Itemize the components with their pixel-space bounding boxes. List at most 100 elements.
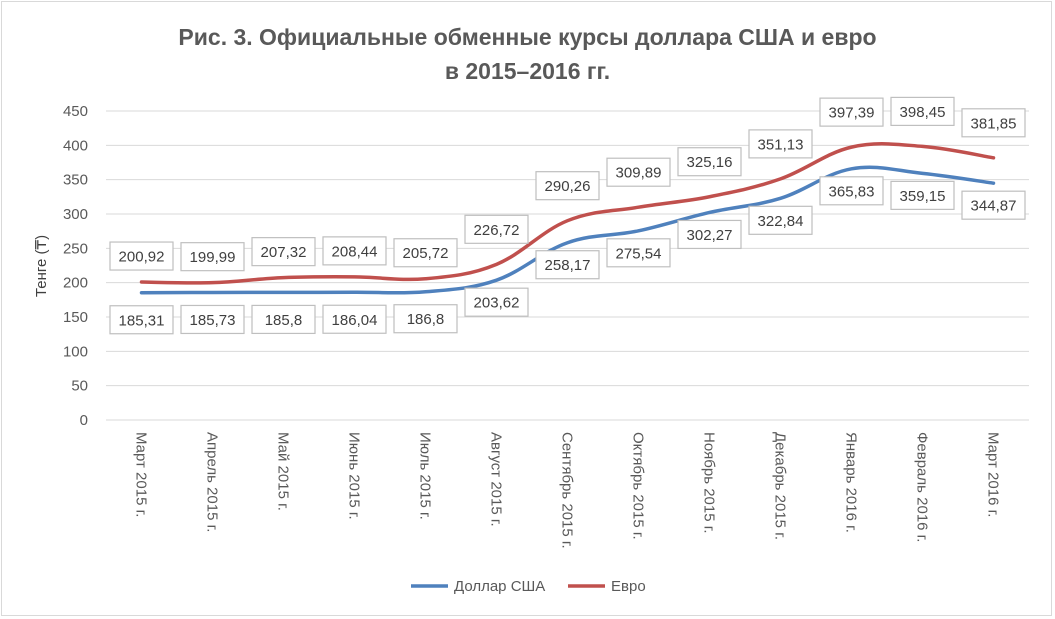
data-label-eur: 208,44 <box>322 236 387 266</box>
y-tick-label: 200 <box>63 275 88 292</box>
legend-item-usd: Доллар США <box>411 578 545 595</box>
data-label-text: 398,45 <box>900 104 946 121</box>
data-label-box <box>180 304 245 335</box>
data-label-box <box>961 190 1026 220</box>
legend-label: Доллар США <box>454 578 545 595</box>
data-label-box <box>393 304 458 334</box>
legend-item-eur: Евро <box>568 578 646 595</box>
x-tick-label: Январь 2016 г. <box>843 432 860 533</box>
data-label-usd: 365,83 <box>819 176 884 206</box>
x-tick-label: Май 2015 г. <box>275 432 292 511</box>
x-tick-label: Ноябрь 2015 г. <box>701 432 718 534</box>
series-line-eur <box>139 142 996 285</box>
data-label-text: 226,72 <box>474 222 520 239</box>
data-label-usd: 258,17 <box>535 250 600 280</box>
data-label-box <box>322 304 387 334</box>
data-label-text: 397,39 <box>829 105 875 122</box>
data-label-text: 325,16 <box>687 154 733 171</box>
data-label-box <box>180 242 245 272</box>
data-label-box <box>393 238 458 268</box>
data-label-text: 200,92 <box>119 249 165 266</box>
chart-title: Рис. 3. Официальные обменные курсы долла… <box>0 20 1055 88</box>
data-label-eur: 309,89 <box>606 157 671 187</box>
data-label-usd: 359,15 <box>890 180 955 210</box>
y-tick-label: 250 <box>63 240 88 257</box>
data-label-text: 302,27 <box>687 227 733 244</box>
data-label-box <box>606 157 671 187</box>
data-label-text: 186,8 <box>407 311 445 328</box>
x-tick-label: Декабрь 2015 г. <box>772 432 789 540</box>
y-tick-label: 350 <box>63 172 88 189</box>
legend-label: Евро <box>611 578 646 595</box>
data-label-box <box>322 236 387 266</box>
y-tick-label: 400 <box>63 137 88 154</box>
data-label-box <box>890 180 955 210</box>
data-label-box <box>748 129 813 159</box>
data-label-text: 381,85 <box>971 115 1017 132</box>
data-label-usd: 185,31 <box>109 305 174 335</box>
data-label-text: 365,83 <box>829 183 875 200</box>
data-label-eur: 205,72 <box>393 238 458 268</box>
y-axis-ticks: 0 50 100 150 200 250 300 350 400 450 <box>63 103 88 429</box>
data-label-box <box>109 305 174 335</box>
x-tick-label: Апрель 2015 г. <box>204 432 221 532</box>
data-label-usd: 185,73 <box>180 304 245 335</box>
data-label-eur: 397,39 <box>819 97 884 127</box>
data-label-text: 275,54 <box>616 245 662 262</box>
data-label-box <box>677 147 742 177</box>
data-label-eur: 398,45 <box>890 96 955 126</box>
data-label-eur: 226,72 <box>464 214 529 244</box>
data-label-text: 322,84 <box>758 213 804 230</box>
y-tick-label: 50 <box>71 378 88 395</box>
x-tick-label: Октябрь 2015 г. <box>630 432 647 540</box>
data-label-eur: 290,26 <box>535 171 600 201</box>
data-label-usd: 344,87 <box>961 190 1026 220</box>
data-label-text: 185,8 <box>265 312 303 329</box>
data-label-usd: 186,8 <box>393 304 458 334</box>
data-label-usd: 302,27 <box>677 219 742 250</box>
data-label-text: 186,04 <box>332 312 378 329</box>
data-label-usd: 185,8 <box>251 304 316 335</box>
data-label-text: 351,13 <box>758 136 804 153</box>
data-label-text: 185,31 <box>119 312 165 329</box>
legend: Доллар США Евро <box>411 578 646 595</box>
data-label-box <box>464 214 529 244</box>
data-label-text: 199,99 <box>190 249 236 266</box>
data-label-text: 258,17 <box>545 257 591 274</box>
data-label-eur: 351,13 <box>748 129 813 159</box>
data-label-box <box>890 96 955 126</box>
data-label-box <box>109 241 174 271</box>
data-label-text: 208,44 <box>332 243 378 260</box>
y-tick-label: 100 <box>63 343 88 360</box>
y-axis-label: Тенге (₸) <box>33 235 50 297</box>
y-tick-label: 300 <box>63 206 88 223</box>
x-tick-label: Февраль 2016 г. <box>914 432 931 542</box>
data-label-box <box>819 97 884 127</box>
data-label-box <box>535 250 600 280</box>
chart-title-line1: Рис. 3. Официальные обменные курсы долла… <box>178 24 877 50</box>
x-tick-label: Июль 2015 г. <box>417 432 434 520</box>
data-label-text: 185,73 <box>190 312 236 329</box>
y-tick-label: 450 <box>63 103 88 120</box>
data-label-text: 309,89 <box>616 165 662 182</box>
data-label-box <box>606 238 671 268</box>
data-label-box <box>748 205 813 235</box>
data-label-box <box>677 219 742 250</box>
data-label-box <box>535 171 600 201</box>
data-label-eur: 199,99 <box>180 242 245 272</box>
data-label-text: 205,72 <box>403 245 449 262</box>
data-label-text: 344,87 <box>971 198 1017 215</box>
data-label-box <box>819 176 884 206</box>
data-label-eur: 200,92 <box>109 241 174 271</box>
data-label-text: 290,26 <box>545 178 591 195</box>
x-tick-label: Март 2016 г. <box>985 432 1002 517</box>
data-label-usd: 322,84 <box>748 205 813 235</box>
data-label-eur: 381,85 <box>961 108 1026 138</box>
data-label-box <box>464 287 529 317</box>
data-label-text: 203,62 <box>474 295 520 312</box>
data-label-eur: 207,32 <box>251 237 316 267</box>
data-label-eur: 325,16 <box>677 147 742 177</box>
x-tick-label: Июнь 2015 г. <box>346 432 363 520</box>
data-label-text: 207,32 <box>261 244 307 261</box>
chart-title-line2: в 2015–2016 гг. <box>444 58 611 84</box>
